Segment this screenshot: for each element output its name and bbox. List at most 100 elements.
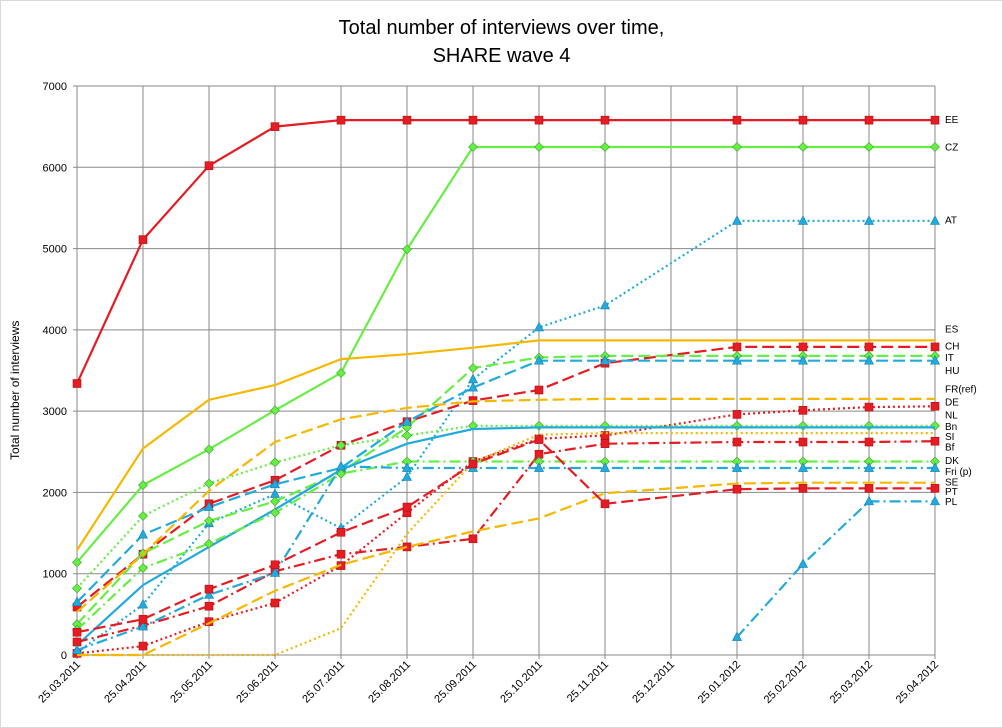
data-point-pt bbox=[534, 435, 544, 444]
data-point-hu bbox=[72, 596, 82, 606]
data-point-pt bbox=[204, 584, 214, 594]
data-point-nl bbox=[72, 583, 82, 594]
data-point-ee bbox=[930, 115, 940, 125]
data-point-cz bbox=[402, 244, 412, 255]
data-point-nl bbox=[798, 420, 808, 431]
y-tick-label: 5000 bbox=[43, 244, 67, 256]
data-point-ee bbox=[204, 161, 214, 170]
data-point-de bbox=[270, 598, 280, 608]
series-line-pl bbox=[736, 500, 935, 638]
x-tick-label: 25.10.2011 bbox=[498, 659, 545, 706]
x-tick-label: 25.09.2011 bbox=[432, 659, 479, 706]
data-point-at bbox=[270, 488, 280, 498]
data-point-hu bbox=[864, 355, 874, 365]
data-point-cz bbox=[204, 444, 214, 455]
data-point-bf bbox=[930, 436, 940, 446]
y-tick-labels: 0 1000 2000 3000 4000 5000 6000 7000 bbox=[43, 81, 67, 662]
data-point-pt bbox=[72, 627, 82, 637]
data-point-fri-p bbox=[402, 462, 412, 472]
data-point-hu bbox=[732, 355, 742, 365]
data-point-it bbox=[468, 363, 478, 373]
x-tick-label: 25.11.2011 bbox=[565, 659, 611, 705]
data-point-pl bbox=[798, 558, 808, 568]
data-point-ch bbox=[732, 342, 742, 352]
data-point-bf bbox=[204, 601, 214, 611]
data-point-cz bbox=[336, 368, 346, 378]
data-point-cz bbox=[534, 142, 544, 152]
series-label-bn: Bn bbox=[945, 422, 957, 433]
grid-lines bbox=[76, 85, 936, 656]
data-point-ee bbox=[732, 115, 742, 125]
data-point-hu bbox=[798, 355, 808, 365]
data-point-ch bbox=[798, 342, 808, 352]
data-point-ee bbox=[270, 122, 280, 131]
data-point-it bbox=[270, 496, 280, 507]
series-label-nl: NL bbox=[945, 411, 958, 422]
data-point-nl bbox=[204, 478, 214, 489]
data-point-fri-p bbox=[732, 462, 742, 472]
data-point-hu bbox=[930, 355, 940, 365]
data-point-cz bbox=[930, 142, 940, 152]
data-point-cz bbox=[798, 142, 808, 152]
data-point-nl bbox=[402, 430, 412, 441]
series-label-pt: PT bbox=[945, 487, 958, 498]
data-point-hu bbox=[600, 355, 610, 365]
y-tick-label: 4000 bbox=[43, 325, 67, 337]
y-tick-label: 3000 bbox=[43, 406, 67, 418]
data-point-pt bbox=[138, 614, 148, 624]
data-point-cz bbox=[468, 142, 478, 152]
data-point-ch bbox=[930, 342, 940, 352]
data-point-bf bbox=[732, 437, 742, 447]
data-point-ch bbox=[534, 385, 544, 395]
data-point-pt bbox=[798, 484, 808, 493]
data-point-pt bbox=[468, 459, 478, 469]
data-point-hu bbox=[270, 478, 280, 489]
x-tick-label: 25.04.2011 bbox=[102, 659, 149, 706]
data-point-nl bbox=[138, 511, 148, 521]
data-point-bf bbox=[864, 437, 874, 447]
data-point-pt bbox=[270, 560, 280, 570]
data-point-at bbox=[864, 215, 874, 225]
series-label-ch: CH bbox=[945, 342, 959, 353]
data-point-hu bbox=[138, 529, 148, 539]
data-point-nl bbox=[600, 420, 610, 431]
x-tick-label: 25.12.2011 bbox=[630, 659, 677, 706]
series-line-se bbox=[77, 481, 935, 657]
data-point-ee bbox=[600, 115, 610, 125]
data-point-pt bbox=[600, 499, 610, 509]
data-point-nl bbox=[732, 420, 742, 431]
data-point-fri-p bbox=[600, 462, 610, 472]
data-point-nl bbox=[864, 420, 874, 431]
data-point-fri-p bbox=[138, 620, 148, 631]
data-point-fri-p bbox=[72, 644, 82, 654]
data-point-pl bbox=[732, 631, 742, 641]
data-point-dk bbox=[138, 563, 148, 573]
x-tick-label: 25.02.2012 bbox=[762, 659, 809, 706]
data-point-fri-p bbox=[336, 460, 346, 471]
x-tick-label: 25.07.2011 bbox=[300, 659, 347, 706]
data-point-fri-p bbox=[864, 462, 874, 472]
data-point-ee bbox=[138, 235, 148, 244]
series-line-fr-ref bbox=[76, 397, 935, 613]
data-point-pl bbox=[864, 495, 874, 506]
x-tick-label: 25.03.2012 bbox=[828, 659, 875, 706]
x-tick-label: 25.03.2011 bbox=[36, 659, 83, 706]
y-tick-label: 1000 bbox=[43, 569, 67, 581]
data-point-cz bbox=[600, 142, 610, 152]
series-line-ch bbox=[76, 345, 935, 608]
data-point-de bbox=[864, 402, 874, 412]
data-point-at bbox=[534, 321, 544, 332]
data-point-cz bbox=[732, 142, 742, 152]
series-label-hu: HU bbox=[945, 366, 959, 377]
data-point-hu bbox=[204, 501, 214, 511]
data-point-pt bbox=[864, 484, 874, 493]
data-point-ch bbox=[864, 342, 874, 352]
data-point-pt bbox=[930, 484, 940, 493]
x-tick-label: 25.04.2012 bbox=[894, 659, 941, 706]
y-tick-label: 7000 bbox=[43, 81, 67, 93]
data-point-fri-p bbox=[534, 462, 544, 472]
y-tick-label: 2000 bbox=[43, 487, 67, 499]
series-label-pl: PL bbox=[945, 497, 958, 508]
